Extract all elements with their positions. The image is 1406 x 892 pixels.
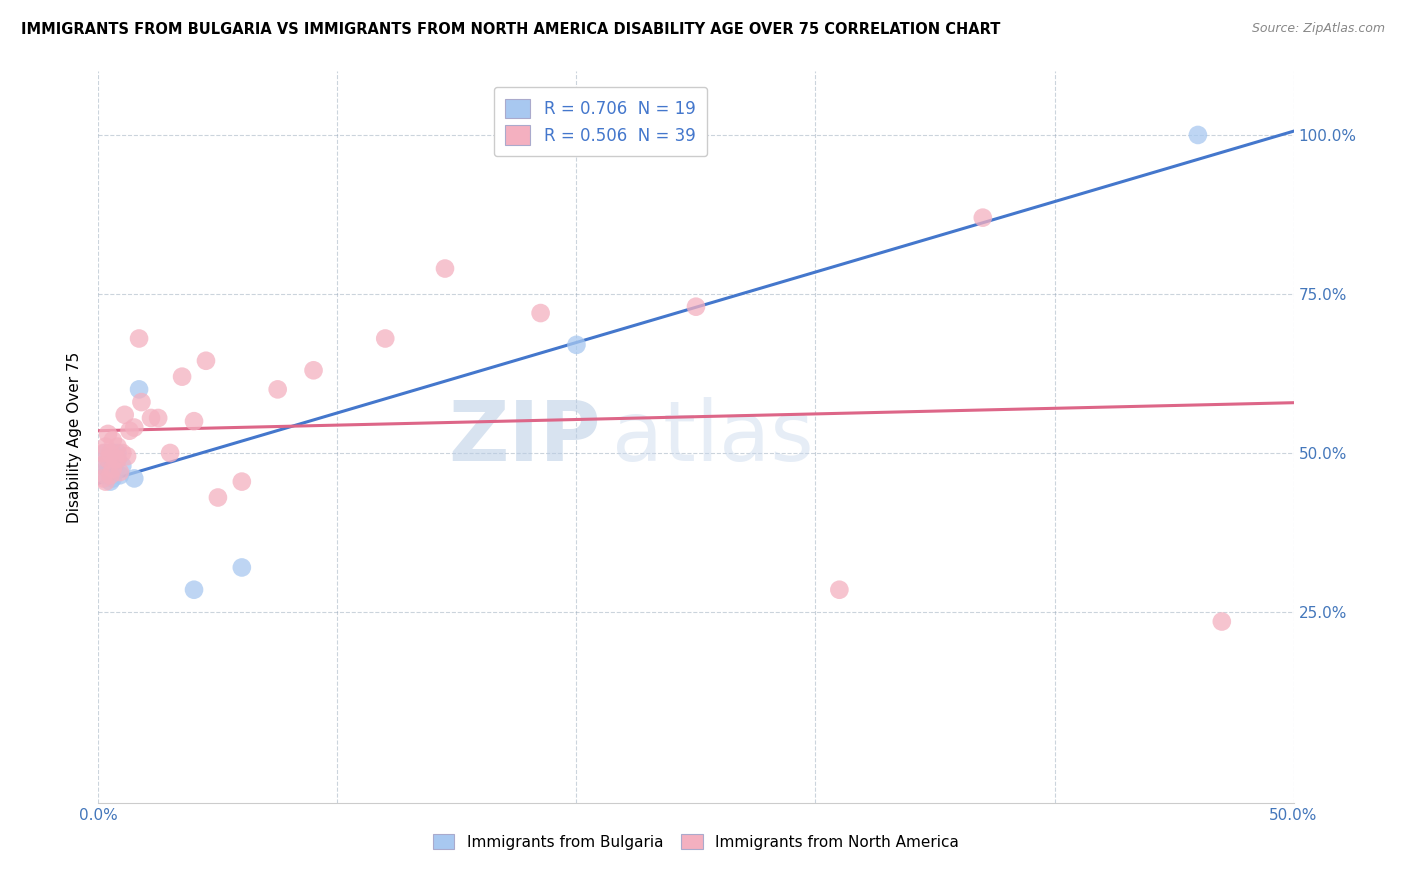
Point — [972, 211, 994, 225]
Legend: Immigrants from Bulgaria, Immigrants from North America: Immigrants from Bulgaria, Immigrants fro… — [426, 826, 966, 857]
Point — [101, 471, 124, 485]
Point — [104, 452, 127, 467]
Point — [124, 420, 146, 434]
Point — [115, 449, 138, 463]
Point — [828, 582, 851, 597]
Text: IMMIGRANTS FROM BULGARIA VS IMMIGRANTS FROM NORTH AMERICA DISABILITY AGE OVER 75: IMMIGRANTS FROM BULGARIA VS IMMIGRANTS F… — [21, 22, 1001, 37]
Point — [104, 465, 127, 479]
Point — [98, 446, 122, 460]
Point — [97, 462, 120, 476]
Point — [91, 458, 114, 473]
Point — [107, 452, 129, 467]
Point — [108, 465, 131, 479]
Text: ZIP: ZIP — [449, 397, 600, 477]
Y-axis label: Disability Age Over 75: Disability Age Over 75 — [67, 351, 83, 523]
Point — [118, 424, 141, 438]
Point — [107, 446, 129, 460]
Point — [90, 458, 112, 473]
Point — [159, 446, 181, 460]
Point — [183, 414, 205, 428]
Point — [107, 452, 129, 467]
Point — [195, 353, 218, 368]
Point — [101, 434, 124, 448]
Point — [128, 331, 150, 345]
Point — [111, 446, 134, 460]
Point — [108, 468, 131, 483]
Text: Source: ZipAtlas.com: Source: ZipAtlas.com — [1251, 22, 1385, 36]
Point — [98, 458, 122, 473]
Point — [267, 383, 290, 397]
Point — [685, 300, 707, 314]
Point — [131, 395, 153, 409]
Point — [107, 440, 129, 454]
Point — [530, 306, 553, 320]
Point — [101, 462, 124, 476]
Point — [91, 446, 114, 460]
Point — [124, 471, 146, 485]
Point — [111, 458, 134, 473]
Point — [98, 475, 122, 489]
Point — [1211, 615, 1233, 629]
Point — [91, 471, 114, 485]
Point — [114, 408, 136, 422]
Point — [101, 446, 124, 460]
Point — [172, 369, 194, 384]
Point — [565, 338, 588, 352]
Point — [139, 411, 162, 425]
Point — [94, 446, 117, 460]
Point — [97, 426, 120, 441]
Point — [231, 560, 253, 574]
Point — [94, 475, 117, 489]
Point — [207, 491, 229, 505]
Point — [231, 475, 253, 489]
Point — [434, 261, 457, 276]
Text: atlas: atlas — [613, 397, 814, 477]
Point — [374, 331, 396, 345]
Point — [94, 468, 117, 483]
Point — [98, 468, 122, 483]
Point — [148, 411, 170, 425]
Point — [1187, 128, 1209, 142]
Point — [94, 440, 117, 454]
Point — [128, 383, 150, 397]
Point — [183, 582, 205, 597]
Point — [302, 363, 325, 377]
Point — [97, 452, 120, 467]
